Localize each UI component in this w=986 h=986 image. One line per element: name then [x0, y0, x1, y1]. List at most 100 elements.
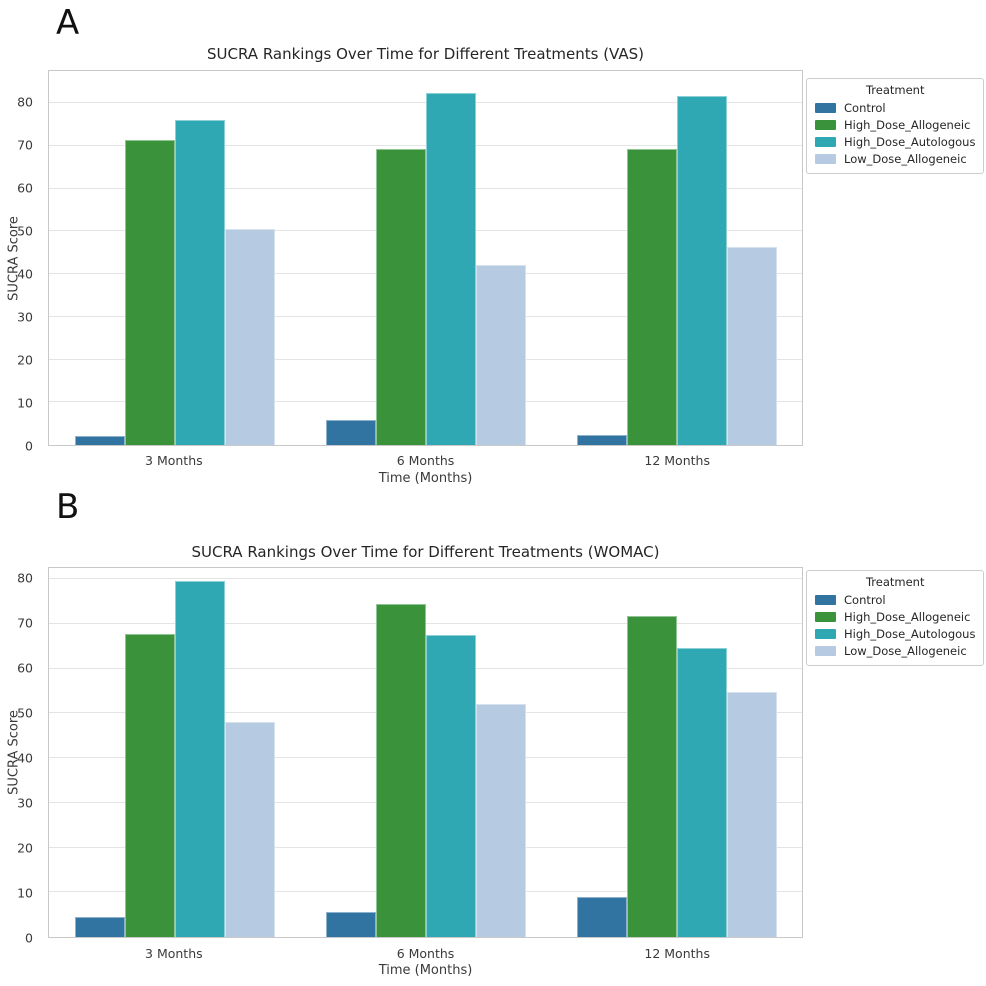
bar-high_dose_allogeneic	[375, 148, 426, 445]
y-tick-label: 60	[17, 659, 33, 675]
legend-swatch	[815, 153, 836, 164]
bar-high_dose_allogeneic	[626, 148, 677, 445]
bar-control	[74, 436, 125, 445]
legend-swatch	[815, 611, 836, 622]
panel-label-b: B	[56, 487, 80, 527]
bar-low_dose_allogeneic	[224, 229, 275, 445]
bar-control	[325, 911, 376, 937]
x-tick-label: 12 Months	[644, 946, 710, 961]
y-tick-label: 20	[17, 839, 33, 855]
legend-items: Control High_Dose_Allogeneic High_Dose_Aut…	[815, 591, 975, 659]
y-tick-label: 30	[17, 794, 33, 810]
bar-high_dose_allogeneic	[626, 616, 677, 937]
y-axis-ticks: 0 10 20 30 40 50 60 70 80	[0, 567, 40, 943]
bar-high_dose_autologous	[676, 95, 727, 445]
bar-high_dose_allogeneic	[124, 140, 175, 445]
bar-high_dose_autologous	[425, 93, 476, 445]
legend-item: Control	[815, 591, 975, 608]
y-tick-label: 0	[25, 437, 33, 453]
legend-label: Low_Dose_Allogeneic	[844, 643, 967, 658]
x-axis-ticks: 3 Months 6 Months 12 Months	[48, 453, 803, 468]
legend-label: Control	[844, 100, 886, 115]
bar-control	[576, 434, 627, 445]
bar-group	[300, 568, 551, 937]
y-tick-label: 70	[17, 136, 33, 152]
legend-label: Low_Dose_Allogeneic	[844, 151, 967, 166]
legend-item: High_Dose_Allogeneic	[815, 608, 975, 625]
y-tick-label: 30	[17, 308, 33, 324]
y-tick-label: 10	[17, 884, 33, 900]
legend-label: High_Dose_Allogeneic	[844, 117, 971, 132]
gridline	[49, 578, 802, 580]
bar-group	[49, 71, 300, 445]
y-tick-label: 10	[17, 394, 33, 410]
plot-area	[48, 567, 803, 938]
bar-control	[325, 419, 376, 445]
legend-items: Control High_Dose_Allogeneic High_Dose_Aut…	[815, 99, 975, 167]
plot-area	[48, 70, 803, 446]
bar-high_dose_autologous	[425, 634, 476, 937]
legend-swatch	[815, 136, 836, 147]
legend-title: Treatment	[865, 575, 925, 589]
legend-label: High_Dose_Autologous	[844, 626, 976, 641]
x-tick-label: 3 Months	[145, 946, 203, 961]
panel-label-a: A	[56, 3, 80, 43]
y-tick-label: 40	[17, 265, 33, 281]
chart-title-womac: SUCRA Rankings Over Time for Different T…	[191, 543, 660, 561]
y-tick-label: 80	[17, 93, 33, 109]
x-axis-label: Time (Months)	[378, 471, 473, 486]
legend: Treatment Control High_Dose_Allogeneic Hig…	[806, 78, 985, 174]
legend-swatch	[815, 628, 836, 639]
y-tick-label: 50	[17, 222, 33, 238]
y-tick-label: 70	[17, 614, 33, 630]
bar-high_dose_allogeneic	[124, 634, 175, 937]
legend-item: High_Dose_Autologous	[815, 625, 975, 642]
y-tick-label: 80	[17, 570, 33, 585]
bar-group	[551, 71, 802, 445]
legend-title: Treatment	[865, 83, 925, 97]
bar-groups	[49, 71, 802, 445]
x-tick-label: 6 Months	[396, 453, 455, 468]
bar-low_dose_allogeneic	[726, 692, 777, 937]
legend-swatch	[815, 102, 836, 113]
y-tick-label: 60	[17, 179, 33, 195]
legend-item: Control	[815, 99, 975, 116]
bar-control	[576, 896, 627, 937]
gridline	[49, 622, 802, 624]
legend-item: High_Dose_Allogeneic	[815, 116, 975, 133]
legend-label: Control	[844, 592, 886, 607]
legend-swatch	[815, 119, 836, 130]
legend-item: High_Dose_Autologous	[815, 133, 975, 150]
x-axis-ticks: 3 Months 6 Months 12 Months	[48, 946, 803, 961]
y-tick-label: 20	[17, 351, 33, 367]
bar-low_dose_allogeneic	[475, 264, 526, 445]
panel-b: B SUCRA Rankings Over Time for Different…	[0, 490, 986, 986]
legend-swatch	[815, 645, 836, 656]
y-tick-label: 50	[17, 704, 33, 720]
y-axis-ticks: 0 10 20 30 40 50 60 70 80	[0, 70, 40, 451]
legend-item: Low_Dose_Allogeneic	[815, 642, 975, 659]
legend-swatch	[815, 594, 836, 605]
y-tick-label: 40	[17, 749, 33, 765]
bar-high_dose_allogeneic	[375, 603, 426, 937]
bar-low_dose_allogeneic	[224, 722, 275, 937]
bar-low_dose_allogeneic	[726, 246, 777, 445]
legend-label: High_Dose_Autologous	[844, 134, 976, 149]
bar-control	[74, 917, 125, 937]
bar-low_dose_allogeneic	[475, 704, 526, 937]
x-tick-label: 12 Months	[644, 453, 710, 468]
bar-group	[300, 71, 551, 445]
legend-item: Low_Dose_Allogeneic	[815, 150, 975, 167]
y-tick-label: 0	[25, 929, 33, 945]
x-tick-label: 3 Months	[145, 453, 203, 468]
chart-title-vas: SUCRA Rankings Over Time for Different T…	[207, 45, 644, 63]
legend: Treatment Control High_Dose_Allogeneic Hig…	[806, 570, 985, 666]
bar-high_dose_autologous	[174, 580, 225, 937]
panel-a: A SUCRA Rankings Over Time for Different…	[0, 0, 986, 490]
bar-high_dose_autologous	[676, 648, 727, 937]
bar-group	[49, 568, 300, 937]
bar-groups	[49, 568, 802, 937]
x-axis-label: Time (Months)	[378, 963, 473, 978]
bar-group	[551, 568, 802, 937]
x-tick-label: 6 Months	[396, 946, 455, 961]
